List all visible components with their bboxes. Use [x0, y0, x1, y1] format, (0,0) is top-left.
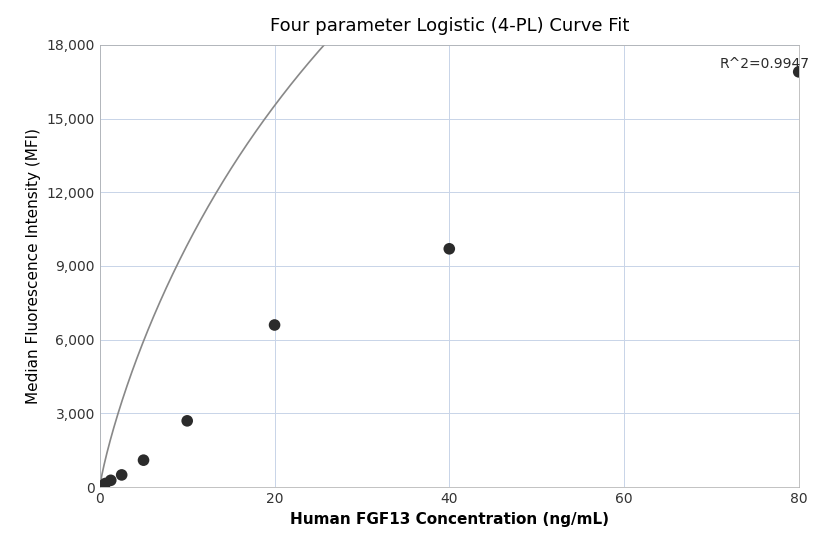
X-axis label: Human FGF13 Concentration (ng/mL): Human FGF13 Concentration (ng/mL) [290, 512, 609, 526]
Y-axis label: Median Fluorescence Intensity (MFI): Median Fluorescence Intensity (MFI) [26, 128, 41, 404]
Point [443, 244, 456, 253]
Point [99, 479, 112, 488]
Text: R^2=0.9947: R^2=0.9947 [721, 57, 810, 71]
Point [104, 476, 117, 485]
Point [792, 67, 805, 76]
Point [268, 320, 281, 329]
Point [181, 417, 194, 426]
Point [96, 481, 109, 490]
Point [115, 470, 128, 479]
Title: Four parameter Logistic (4-PL) Curve Fit: Four parameter Logistic (4-PL) Curve Fit [270, 17, 629, 35]
Point [136, 456, 151, 465]
